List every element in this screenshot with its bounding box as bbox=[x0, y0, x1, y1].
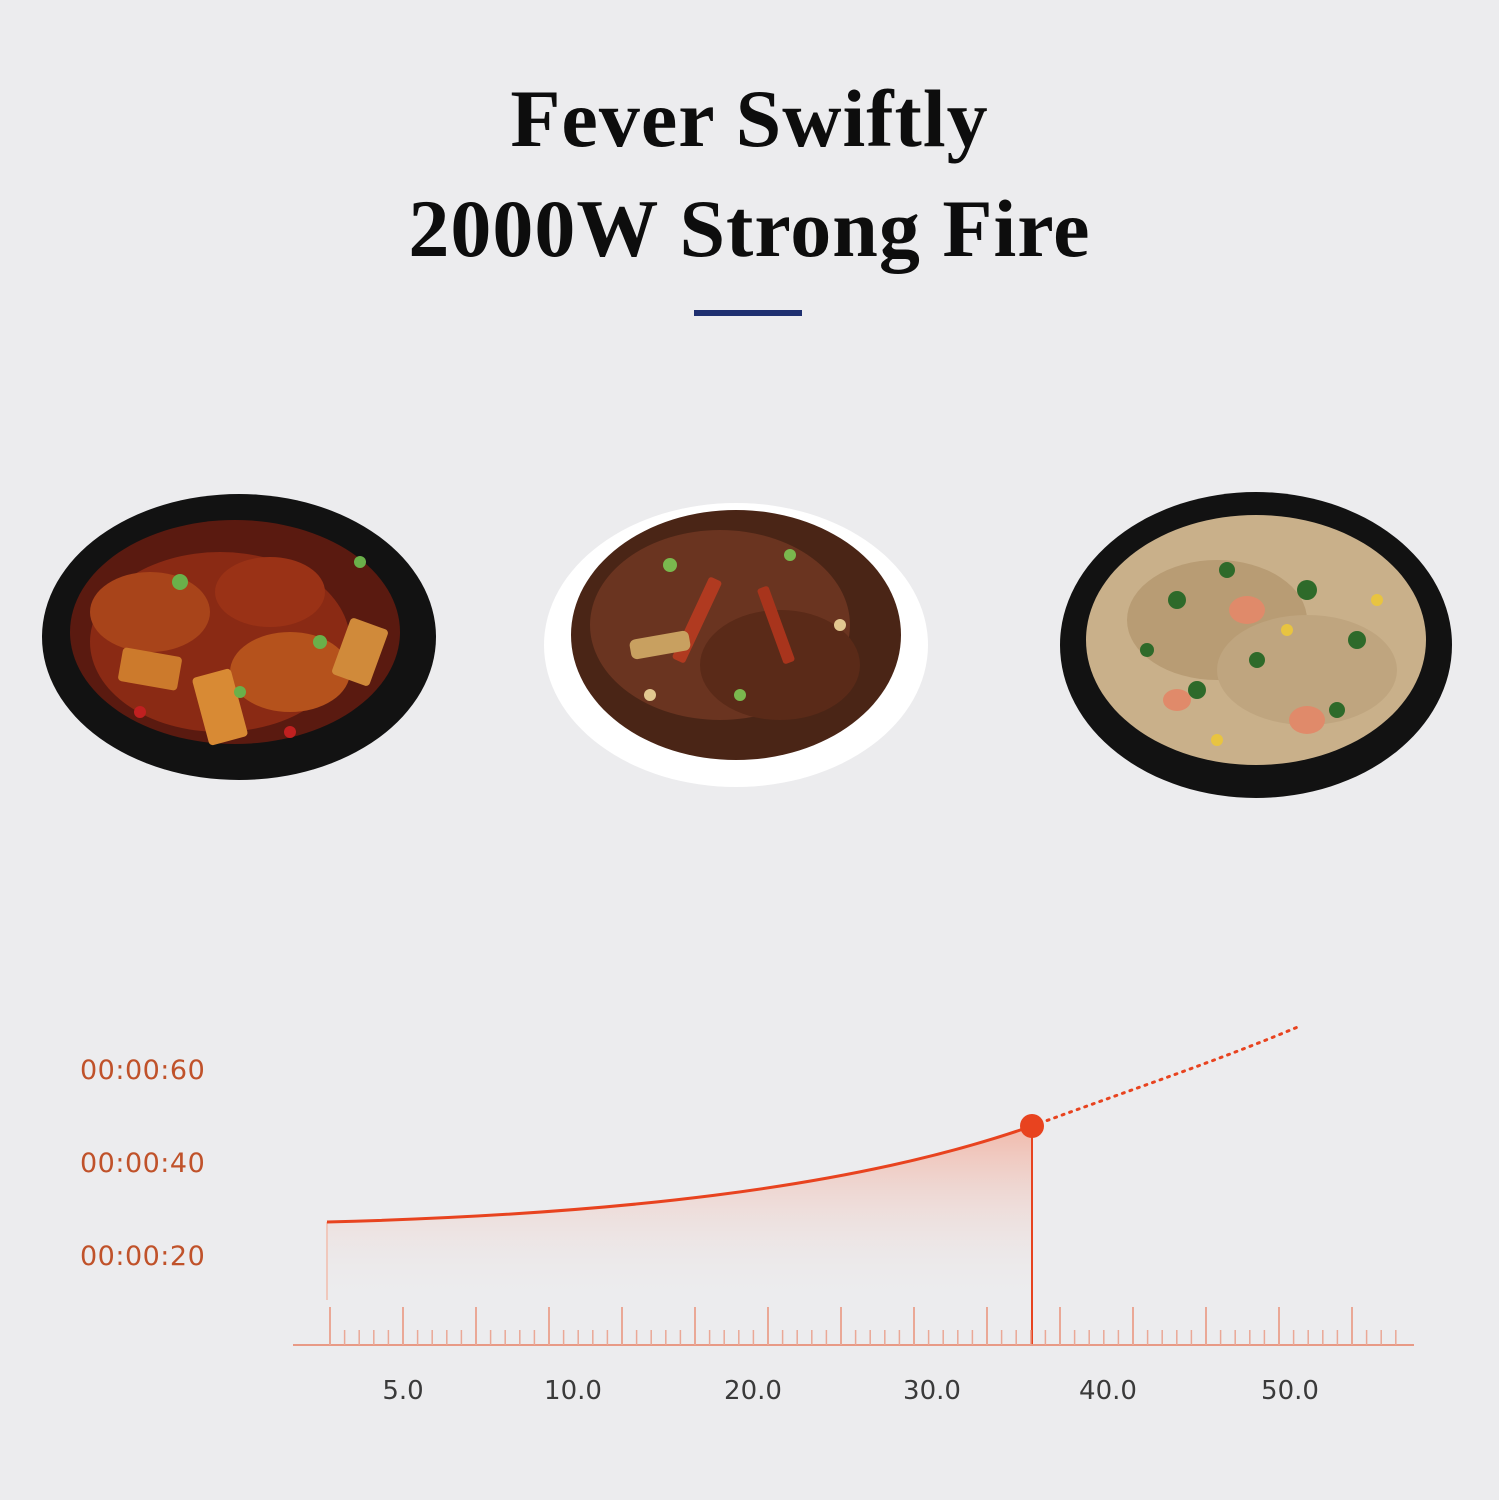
y-tick-label-60: 00:00:60 bbox=[80, 1055, 206, 1086]
y-tick-label-20: 00:00:20 bbox=[80, 1241, 206, 1272]
fried-rice-dish bbox=[1060, 492, 1452, 798]
series-line bbox=[326, 1124, 1033, 1224]
x-tick-label-5: 5.0 bbox=[382, 1376, 424, 1406]
headline-line-1: Fever Swiftly bbox=[510, 73, 989, 164]
x-tick-label-50: 50.0 bbox=[1261, 1376, 1319, 1406]
chart-area-fill bbox=[327, 1126, 1032, 1305]
headline-divider bbox=[694, 310, 802, 316]
x-tick-label-40: 40.0 bbox=[1079, 1376, 1137, 1406]
highlight-point bbox=[1020, 1114, 1044, 1138]
x-tick-label-20: 20.0 bbox=[724, 1376, 782, 1406]
x-axis-ticks bbox=[329, 1307, 1397, 1345]
x-tick-label-30: 30.0 bbox=[903, 1376, 961, 1406]
series-projection-dotted bbox=[1030, 1024, 1302, 1128]
stir-fried-noodles-dish bbox=[544, 503, 928, 787]
y-tick-label-40: 00:00:40 bbox=[80, 1148, 206, 1179]
braised-chicken-dish bbox=[42, 494, 436, 780]
x-tick-label-10: 10.0 bbox=[544, 1376, 602, 1406]
headline-line-2: 2000W Strong Fire bbox=[408, 183, 1091, 274]
